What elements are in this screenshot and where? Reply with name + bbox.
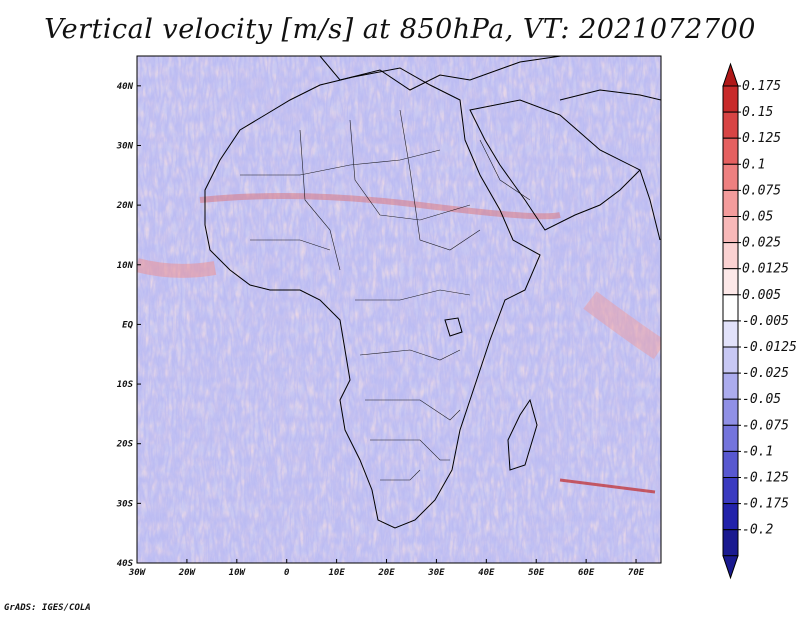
lon-tick-label: 40E (478, 568, 495, 578)
africa-coastline (204, 67, 541, 529)
colorbar-label: -0.05 (742, 392, 781, 407)
latitude-axis: 40N 30N 20N 10N EQ 10S 20S 30S 40S (116, 82, 141, 569)
colorbar-segment (722, 137, 739, 165)
colorbar-label: 0.175 (742, 79, 781, 94)
colorbar-segment (722, 111, 739, 139)
colorbar-segment (722, 424, 739, 452)
lon-tick-label: 20E (377, 568, 395, 578)
lat-tick-label: EQ (122, 320, 133, 330)
colorbar-segment (722, 163, 739, 191)
madagascar-coastline (507, 398, 538, 471)
map-title: Vertical velocity [m/s] at 850hPa, VT: 2… (44, 14, 756, 45)
lon-tick-label: 70E (628, 568, 645, 578)
lon-tick-label: 30E (427, 568, 445, 578)
lat-tick-label: 30N (116, 141, 134, 151)
colorbar-segment (722, 268, 739, 296)
colorbar-label: 0.15 (742, 105, 773, 120)
colorbar-label: -0.2 (742, 523, 773, 538)
colorbar-label: -0.125 (742, 471, 789, 486)
colorbar-segment (722, 294, 739, 322)
field-band-sahel (199, 193, 561, 220)
field-band-indian (583, 291, 661, 360)
border-2 (299, 129, 341, 271)
lon-tick-label: 20W (178, 568, 197, 578)
lon-tick-label: 0 (284, 568, 290, 578)
border-1 (240, 149, 441, 176)
colorbar-segment (722, 216, 739, 244)
border-4 (399, 109, 481, 251)
longitude-axis: 30W 20W 10W 0 10E 20E 30E 40E 50E 60E 70E (128, 559, 645, 578)
colorbar-label: -0.075 (742, 418, 789, 433)
colorbar-label: 0.075 (742, 183, 781, 198)
field-band-south (559, 478, 656, 494)
border-3 (349, 119, 471, 221)
lon-tick-label: 10W (229, 568, 247, 578)
europe-coastline (319, 56, 562, 91)
lat-tick-label: 10S (117, 380, 134, 390)
lon-tick-label: 10E (328, 568, 345, 578)
lat-tick-label: 20S (116, 440, 134, 450)
lat-tick-label: 40S (117, 559, 134, 569)
coastlines (204, 56, 661, 529)
border-5 (355, 289, 471, 301)
colorbar-label: -0.005 (742, 314, 789, 329)
colorbar-segment (722, 372, 739, 400)
colorbar-label: 0.025 (742, 236, 781, 251)
border-9 (380, 469, 421, 481)
colorbar-segment (722, 529, 739, 557)
lake-victoria (444, 317, 463, 337)
lat-tick-label: 10N (117, 261, 134, 271)
border-7 (365, 399, 461, 421)
grads-credit: GrADS: IGES/COLA (4, 603, 91, 613)
lat-tick-label: 30S (116, 499, 134, 509)
colorbar-label: 0.05 (742, 210, 773, 225)
colorbar-bottom-arrow (722, 555, 739, 580)
colorbar-segment (722, 398, 739, 426)
colorbar-label: -0.025 (742, 366, 789, 381)
colorbar-segment (722, 450, 739, 478)
colorbar-label: 0.0125 (742, 262, 789, 277)
colorbar-top-arrow (722, 62, 739, 87)
india-coastline (639, 169, 661, 241)
colorbar-segment (722, 85, 739, 113)
velocity-field (137, 56, 661, 563)
border-11 (479, 139, 531, 201)
lat-tick-label: 20N (116, 201, 134, 211)
lat-tick-label: 40N (117, 82, 134, 92)
country-borders (240, 109, 531, 481)
colorbar-segment (722, 346, 739, 374)
border-10 (250, 239, 331, 251)
colorbar-segment (722, 189, 739, 217)
colorbar-label: -0.0125 (742, 340, 797, 355)
arabia-coastline (469, 99, 641, 231)
border-6 (359, 349, 461, 361)
field-noise-blue (137, 56, 661, 563)
field-band-atlantic (137, 258, 217, 278)
iran-coastline (559, 89, 661, 101)
colorbar-label: -0.1 (742, 444, 773, 459)
colorbar-segment (722, 320, 739, 348)
colorbar-label: 0.125 (742, 131, 781, 146)
lon-tick-label: 50E (528, 568, 545, 578)
border-8 (370, 439, 450, 461)
colorbar-label: 0.005 (742, 288, 781, 303)
colorbar-segment (722, 242, 739, 270)
lon-tick-label: 30W (128, 568, 147, 578)
colorbar-label: 0.1 (742, 157, 765, 172)
lon-tick-label: 60E (578, 568, 595, 578)
colorbar-label: -0.175 (742, 497, 789, 512)
colorbar-segment (722, 477, 739, 505)
colorbar-segment (722, 503, 739, 531)
map-frame (136, 55, 662, 564)
colorbar: 0.175 0.15 0.125 0.1 0.075 0.05 0.025 0.0125 0.0… (722, 62, 797, 580)
